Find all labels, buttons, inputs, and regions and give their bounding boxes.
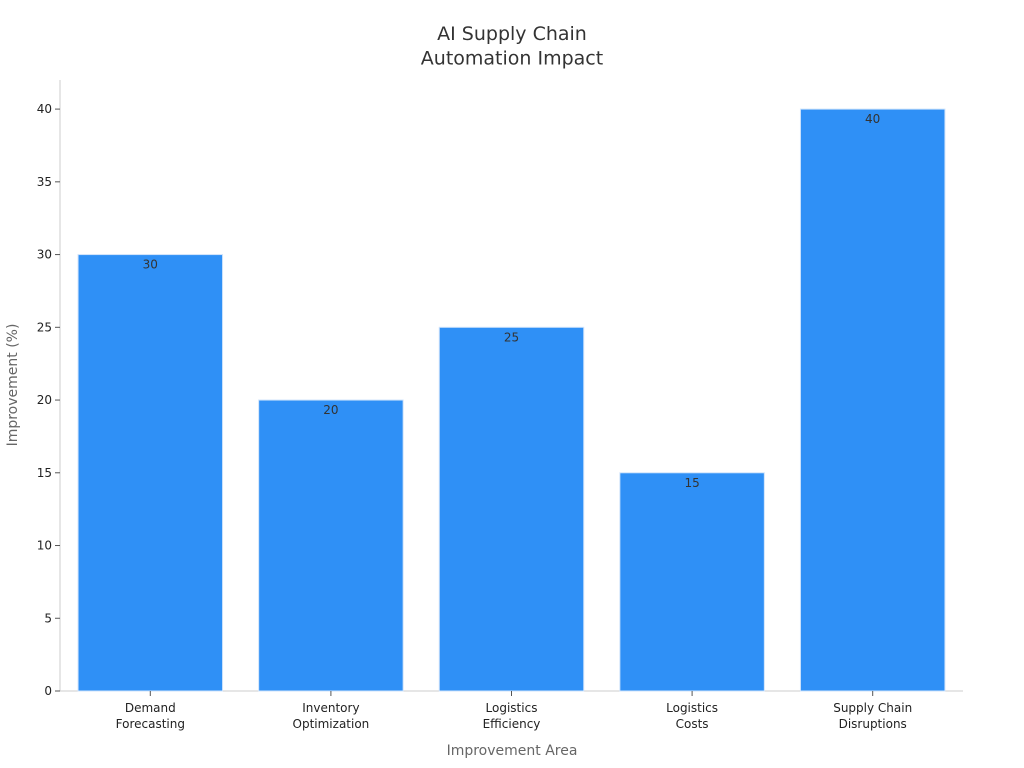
y-tick-label: 0 [44, 684, 52, 698]
x-tick-label: Logistics Efficiency [483, 701, 541, 731]
x-tick-label: Demand Forecasting [116, 701, 185, 731]
y-tick-label: 15 [37, 466, 52, 480]
x-tick-label: Inventory Optimization [293, 701, 370, 731]
bar [77, 254, 224, 692]
y-tick-label: 10 [37, 539, 52, 553]
y-axis-label: Improvement (%) [5, 324, 21, 447]
bar [438, 326, 585, 692]
bar [799, 108, 946, 692]
value-label: 15 [684, 476, 699, 490]
value-label: 40 [865, 112, 880, 126]
y-tick-label: 30 [37, 248, 52, 262]
y-tick-label: 20 [37, 393, 52, 407]
value-label: 30 [143, 258, 158, 272]
y-tick-label: 25 [37, 320, 52, 334]
value-label: 20 [323, 403, 338, 417]
x-tick-label: Logistics Costs [666, 701, 718, 731]
y-tick-label: 35 [37, 175, 52, 189]
bar [619, 472, 765, 692]
y-tick-label: 40 [37, 102, 52, 116]
x-axis-label: Improvement Area [447, 743, 578, 759]
chart-title: AI Supply Chain Automation Impact [421, 23, 603, 70]
x-tick-label: Supply Chain Disruptions [833, 701, 912, 731]
value-label: 25 [504, 330, 519, 344]
y-tick-label: 5 [44, 611, 52, 625]
bar [258, 399, 404, 692]
